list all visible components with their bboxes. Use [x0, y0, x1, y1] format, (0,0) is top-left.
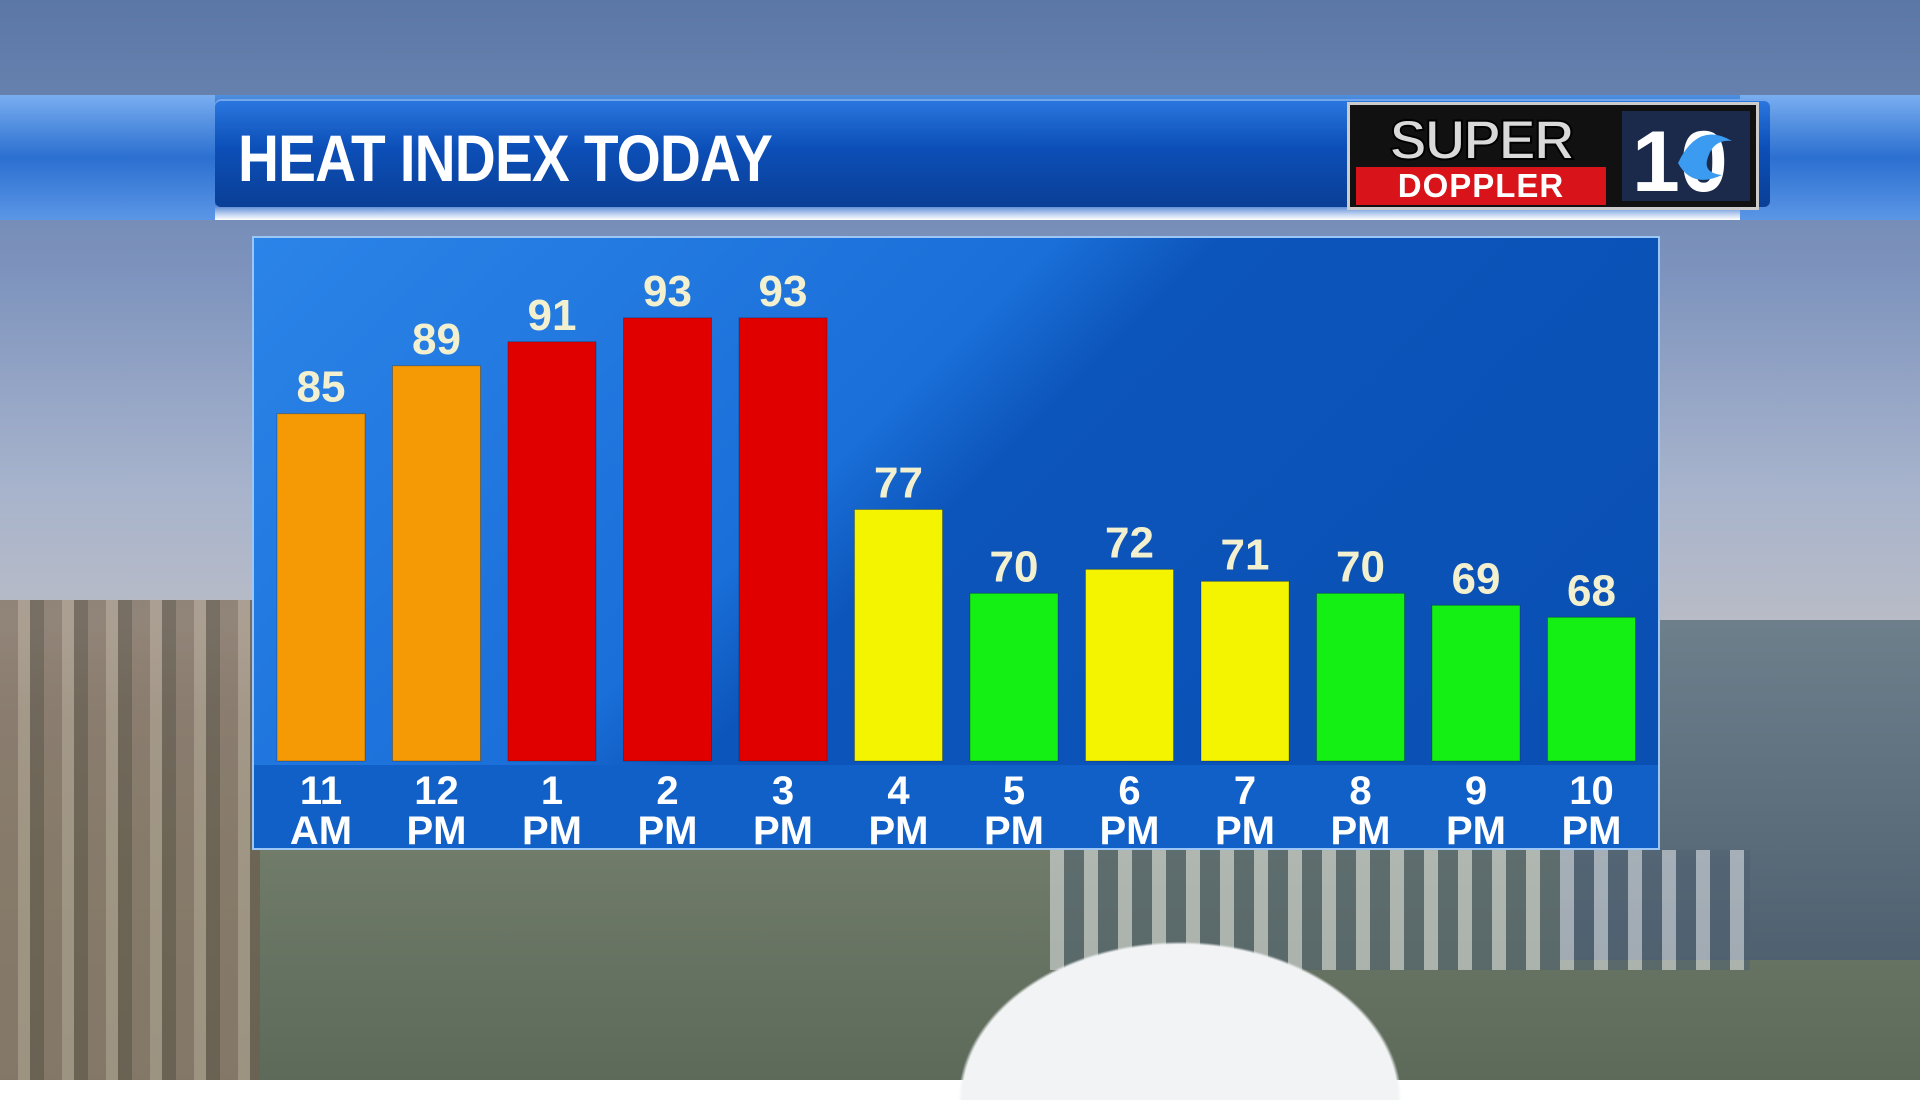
tick-label-11-top: 10 [1569, 769, 1614, 813]
logo-number: 10 [1632, 114, 1728, 201]
data-label-0: 85 [297, 363, 346, 412]
tick-label-0-bottom: AM [290, 809, 352, 848]
tick-label-2-top: 1 [541, 769, 563, 813]
bar-9 [1316, 592, 1405, 762]
bar-8 [1200, 580, 1290, 762]
data-label-6: 70 [990, 542, 1039, 591]
tick-label-9-top: 8 [1349, 769, 1371, 813]
banner-right-cap [1740, 95, 1920, 220]
data-label-7: 72 [1105, 518, 1154, 567]
data-label-10: 69 [1452, 554, 1501, 603]
tick-label-2-bottom: PM [522, 809, 582, 848]
station-logo: SUPER DOPPLER 10 [1347, 102, 1759, 210]
data-label-4: 93 [759, 267, 808, 316]
tick-label-7-bottom: PM [1100, 809, 1160, 848]
background-buildings [0, 600, 260, 1080]
tick-label-4-bottom: PM [753, 809, 813, 848]
tick-label-11-bottom: PM [1562, 809, 1622, 848]
x-axis-band [254, 765, 1658, 848]
tick-label-3-top: 2 [656, 769, 678, 813]
tick-label-6-bottom: PM [984, 809, 1044, 848]
bar-11 [1547, 616, 1636, 762]
logo-super-text: SUPER [1389, 107, 1576, 172]
tick-label-8-bottom: PM [1215, 809, 1275, 848]
tick-label-5-bottom: PM [869, 809, 929, 848]
bar-0 [276, 413, 366, 762]
data-label-3: 93 [643, 267, 692, 316]
tick-label-0-top: 11 [300, 769, 342, 813]
tick-label-8-top: 7 [1234, 769, 1256, 813]
tick-label-9-bottom: PM [1331, 809, 1391, 848]
bar-5 [854, 509, 943, 762]
tick-label-10-bottom: PM [1446, 809, 1506, 848]
logo-wave-icon: 10 [1622, 111, 1750, 201]
data-label-5: 77 [874, 459, 923, 508]
tick-label-10-top: 9 [1465, 769, 1487, 813]
tick-label-6-top: 5 [1003, 769, 1025, 813]
bar-1 [392, 365, 481, 762]
data-label-1: 89 [412, 315, 461, 364]
tick-label-7-top: 6 [1118, 769, 1140, 813]
chart-panel: 85 11 AM 89 12 PM 91 1 PM 93 2 PM 93 3 PM 77 4 PM 70 5 PM 72 6… [252, 236, 1660, 850]
bar-10 [1431, 604, 1521, 762]
data-label-8: 71 [1221, 530, 1270, 579]
tick-label-1-top: 12 [414, 769, 459, 813]
bar-chart: 8511AM8912PM911PM932PM933PM774PM705PM726… [254, 267, 1658, 848]
tick-label-5-top: 4 [887, 769, 910, 813]
background-tent [900, 900, 1460, 1100]
bar-4 [738, 317, 828, 762]
bar-6 [969, 592, 1059, 762]
page-title: HEAT INDEX TODAY [238, 121, 773, 195]
logo-doppler-text: DOPPLER [1356, 167, 1606, 205]
tick-label-3-bottom: PM [638, 809, 698, 848]
bar-3 [623, 317, 712, 762]
data-label-2: 91 [528, 291, 577, 340]
data-label-9: 70 [1336, 542, 1385, 591]
banner-left-cap [0, 95, 215, 220]
bar-2 [507, 341, 597, 762]
tick-label-4-top: 3 [772, 769, 794, 813]
tick-label-1-bottom: PM [407, 809, 467, 848]
data-label-11: 68 [1567, 566, 1616, 615]
bar-7 [1085, 568, 1174, 762]
